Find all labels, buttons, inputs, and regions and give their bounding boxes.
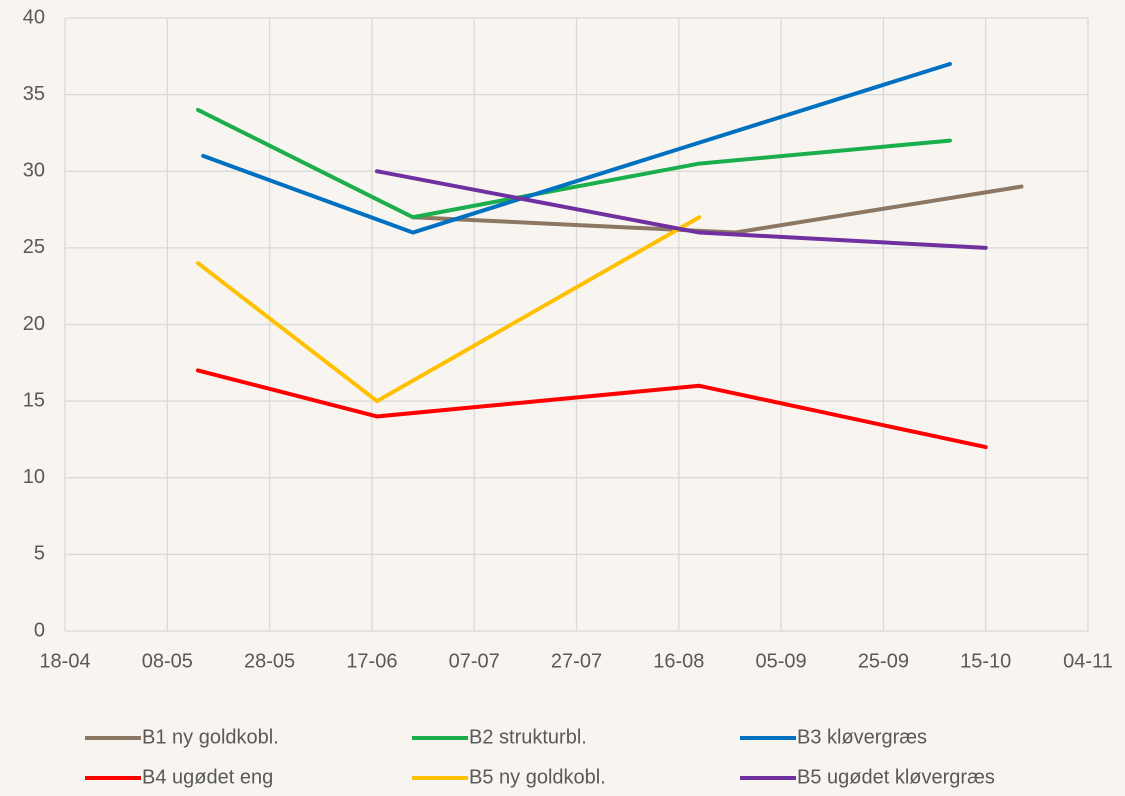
x-tick-label: 04-11: [1063, 650, 1113, 672]
y-tick-label: 0: [34, 619, 45, 641]
y-tick-label: 20: [23, 313, 45, 335]
series-line: [195, 368, 988, 450]
x-tick-label: 28-05: [244, 650, 295, 672]
x-tick-label: 27-07: [551, 650, 602, 672]
x-tick-label: 25-09: [858, 650, 909, 672]
y-tick-label: 35: [23, 83, 45, 105]
y-tick-label: 15: [23, 389, 45, 411]
x-tick-label: 17-06: [346, 650, 397, 672]
series-line: [195, 215, 702, 404]
x-tick-label: 08-05: [142, 650, 193, 672]
x-tick-label: 16-08: [653, 650, 704, 672]
series-line: [195, 107, 952, 220]
series-line: [375, 169, 988, 250]
legend-label: B5 ny goldkobl.: [469, 766, 606, 788]
legend-label: B5 ugødet kløvergræs: [797, 766, 995, 788]
legend-label: B3 kløvergræs: [797, 726, 927, 748]
x-tick-label: 07-07: [449, 650, 500, 672]
legend-label: B4 ugødet eng: [142, 766, 273, 788]
x-tick-label: 15-10: [960, 650, 1011, 672]
y-tick-label: 10: [23, 466, 45, 488]
x-tick-label: 18-04: [39, 650, 90, 672]
legend-label: B1 ny goldkobl.: [142, 726, 279, 748]
y-tick-label: 30: [23, 160, 45, 182]
legend-label: B2 strukturbl.: [469, 726, 587, 748]
y-tick-label: 40: [23, 6, 45, 28]
y-tick-label: 25: [23, 236, 45, 258]
x-tick-label: 05-09: [756, 650, 807, 672]
y-tick-label: 5: [34, 543, 45, 565]
series-line: [201, 61, 952, 235]
